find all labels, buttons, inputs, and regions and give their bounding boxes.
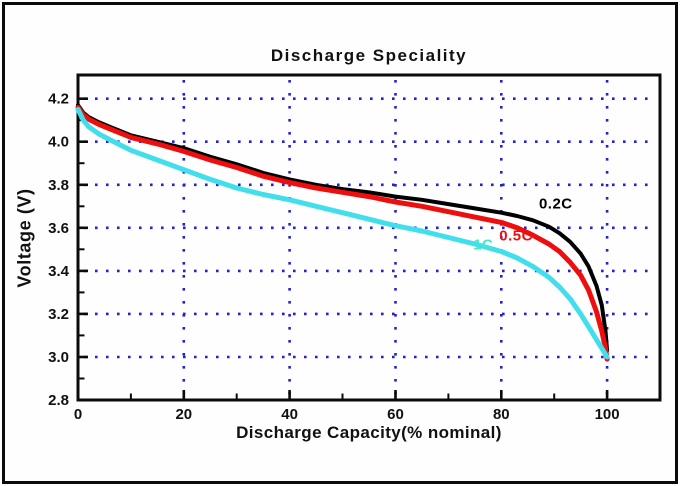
y-tick-label: 3.2 <box>48 306 69 323</box>
curve-label-0-5c: 0.5C <box>499 228 533 245</box>
y-tick-label: 4.0 <box>48 134 69 151</box>
y-tick-label: 3.8 <box>48 177 69 194</box>
curve-label-1c: 1C <box>473 236 493 253</box>
x-tick-label: 100 <box>595 406 620 423</box>
x-tick-label: 60 <box>387 406 404 423</box>
x-tick-label: 0 <box>74 406 82 423</box>
plot-border <box>76 73 662 402</box>
x-tick-label: 20 <box>175 406 192 423</box>
curve-label-0-2c: 0.2C <box>539 195 573 212</box>
y-axis-label: Voltage (V) <box>14 188 35 288</box>
y-tick-label: 4.2 <box>48 91 69 108</box>
curve-0-5c <box>75 104 610 362</box>
curve-1c <box>75 106 610 360</box>
chart-title: Discharge Speciality <box>270 46 468 65</box>
x-tick-label: 40 <box>281 406 298 423</box>
y-tick-label: 2.8 <box>48 392 69 409</box>
y-tick-label: 3.0 <box>48 349 69 366</box>
y-tick-label: 3.4 <box>48 263 70 280</box>
x-tick-label: 80 <box>493 406 510 423</box>
x-axis-label: Discharge Capacity(% nominal) <box>236 423 502 442</box>
y-tick-label: 3.6 <box>48 220 69 237</box>
